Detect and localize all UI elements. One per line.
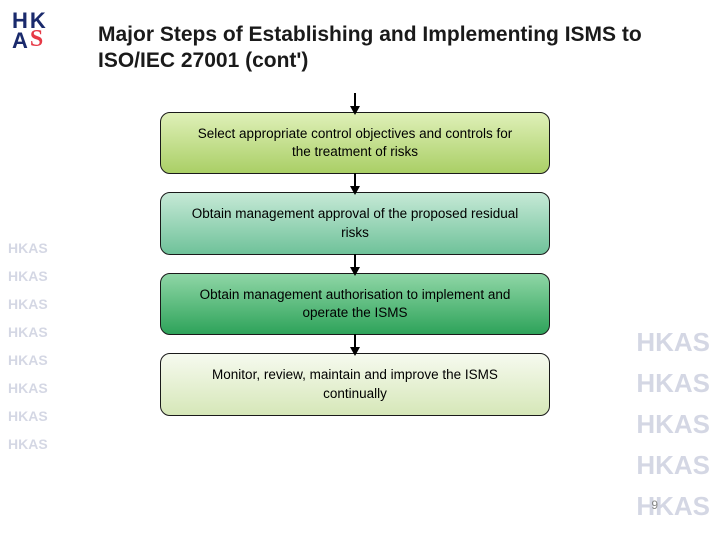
watermark-text: HKAS xyxy=(636,409,710,440)
page-title: Major Steps of Establishing and Implemen… xyxy=(98,22,702,75)
flow-step: Select appropriate control objectives an… xyxy=(160,112,550,174)
watermark-text: HKAS xyxy=(8,352,48,368)
watermark-text: HKAS xyxy=(8,408,48,424)
page-number: 9 xyxy=(651,498,658,512)
arrow-icon xyxy=(354,174,356,192)
arrow-icon xyxy=(354,94,356,112)
watermark-left: HKAS HKAS HKAS HKAS HKAS HKAS HKAS HKAS xyxy=(8,240,48,452)
watermark-text: HKAS xyxy=(8,380,48,396)
watermark-text: HKAS xyxy=(8,296,48,312)
arrow-icon xyxy=(354,255,356,273)
flow-step: Obtain management approval of the propos… xyxy=(160,192,550,254)
logo: H K A S xyxy=(12,8,84,68)
flow-step-text: Obtain management approval of the propos… xyxy=(192,206,518,239)
flow-step-text: Select appropriate control objectives an… xyxy=(198,126,512,159)
watermark-text: HKAS xyxy=(636,368,710,399)
watermark-text: HKAS xyxy=(8,268,48,284)
flowchart: Select appropriate control objectives an… xyxy=(160,94,550,416)
logo-letter-a: A xyxy=(12,28,28,55)
watermark-text: HKAS xyxy=(636,327,710,358)
watermark-text: HKAS xyxy=(8,436,48,452)
watermark-text: HKAS xyxy=(8,240,48,256)
watermark-right: HKAS HKAS HKAS HKAS HKAS xyxy=(636,327,710,522)
arrow-icon xyxy=(354,335,356,353)
flow-step-text: Monitor, review, maintain and improve th… xyxy=(212,367,498,400)
flow-step-text: Obtain management authorisation to imple… xyxy=(200,287,511,320)
flow-step: Monitor, review, maintain and improve th… xyxy=(160,353,550,415)
watermark-text: HKAS xyxy=(636,450,710,481)
watermark-text: HKAS xyxy=(8,324,48,340)
logo-letter-s: S xyxy=(30,26,43,53)
watermark-text: HKAS xyxy=(636,491,710,522)
flow-step: Obtain management authorisation to imple… xyxy=(160,273,550,335)
